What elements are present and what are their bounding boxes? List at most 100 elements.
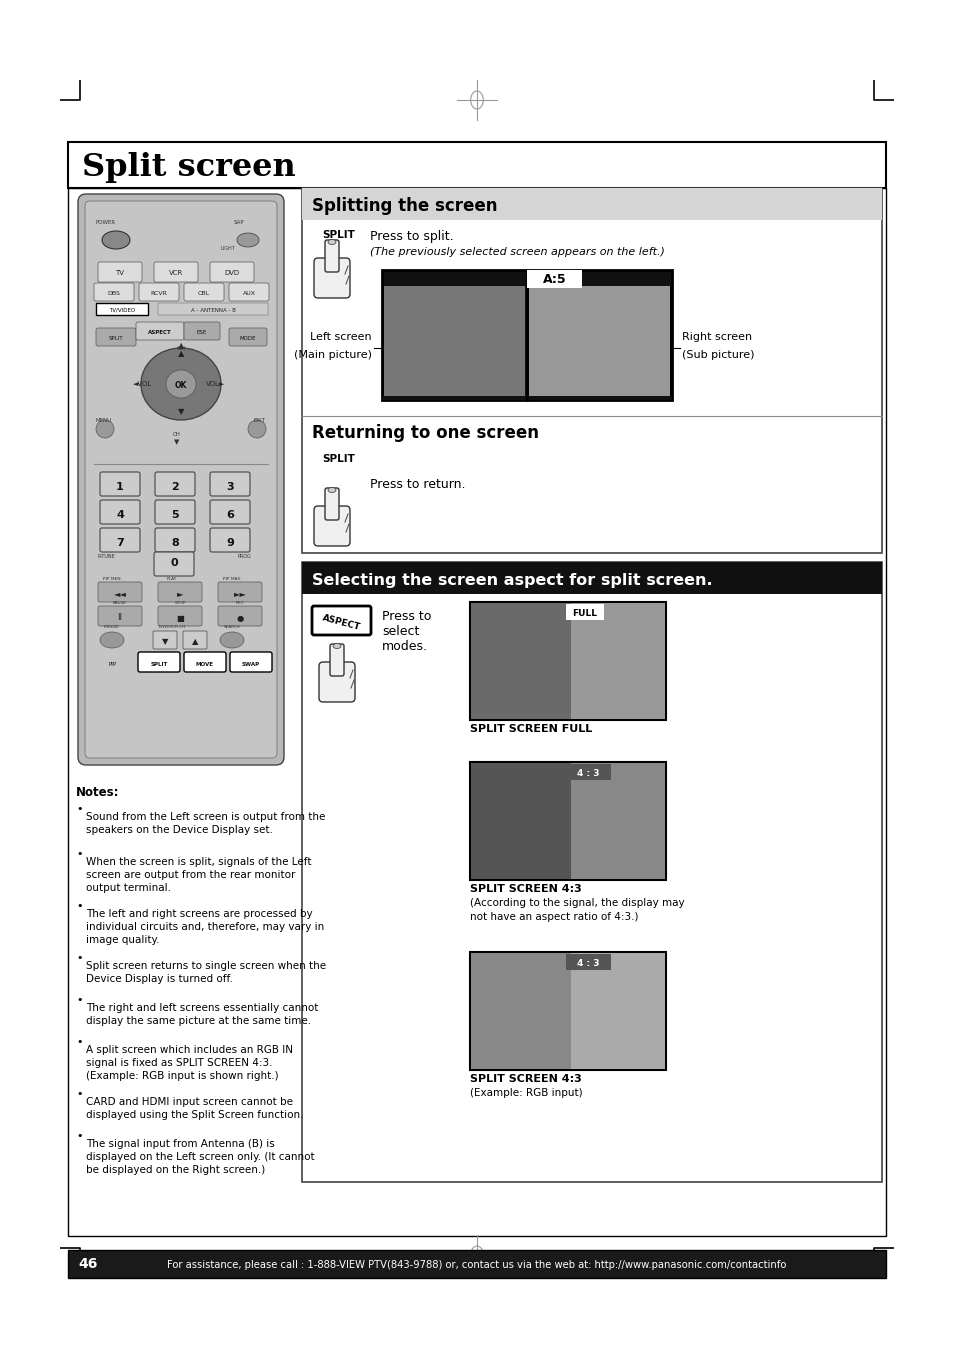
- Text: EXIT: EXIT: [253, 417, 266, 423]
- FancyBboxPatch shape: [78, 195, 284, 765]
- Text: ●: ●: [236, 613, 243, 623]
- Text: R-TUNE: R-TUNE: [98, 554, 115, 559]
- FancyBboxPatch shape: [91, 653, 133, 671]
- Text: 1: 1: [116, 482, 124, 492]
- Text: Press to split.: Press to split.: [370, 230, 453, 243]
- FancyBboxPatch shape: [210, 471, 250, 496]
- Text: 2: 2: [171, 482, 178, 492]
- FancyBboxPatch shape: [136, 322, 184, 340]
- Text: 0: 0: [170, 558, 177, 567]
- Text: The signal input from Antenna (B) is
displayed on the Left screen only. (It cann: The signal input from Antenna (B) is dis…: [86, 1139, 314, 1175]
- FancyBboxPatch shape: [98, 262, 142, 282]
- FancyBboxPatch shape: [94, 282, 133, 301]
- Text: ▼: ▼: [174, 439, 179, 444]
- Text: ◄VOL: ◄VOL: [133, 381, 152, 386]
- Text: •: •: [76, 1089, 82, 1098]
- Bar: [302, 562, 882, 594]
- Text: 4 : 3: 4 : 3: [577, 959, 598, 969]
- Text: TV/VIDEO: TV/VIDEO: [109, 308, 135, 313]
- Bar: [565, 954, 610, 970]
- Text: not have an aspect ratio of 4:3.): not have an aspect ratio of 4:3.): [470, 912, 638, 921]
- Text: 46: 46: [78, 1256, 97, 1271]
- Text: select: select: [381, 626, 419, 638]
- Ellipse shape: [328, 488, 335, 493]
- Bar: [302, 562, 882, 1182]
- Text: 7: 7: [116, 538, 124, 549]
- Text: •: •: [76, 994, 82, 1005]
- Ellipse shape: [96, 420, 113, 438]
- Text: PAUSE: PAUSE: [112, 601, 127, 605]
- Text: VCR: VCR: [169, 270, 183, 276]
- Bar: [470, 603, 665, 720]
- Bar: [471, 763, 571, 880]
- Text: FREEZE: FREEZE: [104, 626, 120, 630]
- FancyBboxPatch shape: [158, 607, 202, 626]
- Text: DBS: DBS: [108, 290, 120, 296]
- Text: 8: 8: [171, 538, 178, 549]
- Text: •: •: [76, 952, 82, 963]
- FancyBboxPatch shape: [153, 262, 198, 282]
- Text: ▲: ▲: [177, 340, 184, 350]
- Bar: [381, 396, 671, 400]
- Text: Sound from the Left screen is output from the
speakers on the Device Display set: Sound from the Left screen is output fro…: [86, 812, 325, 835]
- Text: CBL: CBL: [197, 290, 210, 296]
- Text: RCVR: RCVR: [151, 290, 168, 296]
- Bar: [571, 763, 664, 880]
- Text: •: •: [76, 901, 82, 911]
- Text: MOVE: MOVE: [195, 662, 213, 666]
- Ellipse shape: [166, 370, 195, 399]
- FancyBboxPatch shape: [314, 507, 350, 546]
- Text: LIGHT: LIGHT: [221, 246, 235, 251]
- Text: Notes:: Notes:: [76, 786, 119, 798]
- Text: ▼: ▼: [162, 638, 168, 647]
- Ellipse shape: [100, 632, 124, 648]
- Text: A:5: A:5: [542, 273, 566, 286]
- FancyBboxPatch shape: [100, 471, 140, 496]
- Text: •: •: [76, 804, 82, 815]
- Text: STOP: STOP: [174, 601, 186, 605]
- Text: ESE: ESE: [196, 330, 207, 335]
- FancyBboxPatch shape: [158, 582, 202, 603]
- Ellipse shape: [141, 349, 221, 420]
- Text: SPLIT: SPLIT: [151, 662, 168, 666]
- Text: DVD/VCR CH: DVD/VCR CH: [159, 626, 185, 630]
- Bar: [529, 286, 669, 399]
- Text: 5: 5: [171, 509, 178, 520]
- Text: SPLIT: SPLIT: [322, 230, 355, 240]
- Bar: [526, 270, 581, 288]
- Bar: [571, 952, 664, 1069]
- Text: ASPECT: ASPECT: [148, 330, 172, 335]
- FancyBboxPatch shape: [210, 528, 250, 553]
- Text: Right screen: Right screen: [681, 331, 751, 342]
- FancyBboxPatch shape: [154, 500, 194, 524]
- Text: VOL►: VOL►: [206, 381, 226, 386]
- Text: CARD and HDMI input screen cannot be
displayed using the Split Screen function.: CARD and HDMI input screen cannot be dis…: [86, 1097, 303, 1120]
- Text: ▲: ▲: [177, 349, 184, 358]
- FancyBboxPatch shape: [183, 631, 207, 648]
- FancyBboxPatch shape: [154, 471, 194, 496]
- Text: Selecting the screen aspect for split screen.: Selecting the screen aspect for split sc…: [312, 573, 712, 588]
- Text: •: •: [76, 1038, 82, 1047]
- FancyBboxPatch shape: [229, 328, 267, 346]
- FancyBboxPatch shape: [330, 644, 344, 676]
- Text: POWER: POWER: [96, 220, 116, 226]
- FancyBboxPatch shape: [325, 240, 338, 272]
- Text: ◄◄: ◄◄: [113, 589, 127, 598]
- Text: (Example: RGB input): (Example: RGB input): [470, 1088, 582, 1098]
- Text: 4 : 3: 4 : 3: [577, 770, 598, 778]
- Bar: [381, 286, 384, 399]
- FancyBboxPatch shape: [154, 528, 194, 553]
- Text: ■: ■: [176, 613, 184, 623]
- Text: A split screen which includes an RGB IN
signal is fixed as SPLIT SCREEN 4:3.
(Ex: A split screen which includes an RGB IN …: [86, 1046, 293, 1081]
- FancyBboxPatch shape: [184, 322, 220, 340]
- Text: DVD: DVD: [224, 270, 239, 276]
- Ellipse shape: [220, 632, 244, 648]
- Text: AUX: AUX: [242, 290, 255, 296]
- Text: SPLIT SCREEN FULL: SPLIT SCREEN FULL: [470, 724, 592, 734]
- Ellipse shape: [102, 231, 130, 249]
- Ellipse shape: [236, 232, 258, 247]
- Text: PIP MEN: PIP MEN: [103, 577, 121, 581]
- Text: CH: CH: [176, 346, 186, 351]
- Text: FULL: FULL: [572, 609, 597, 619]
- Text: The left and right screens are processed by
individual circuits and, therefore, : The left and right screens are processed…: [86, 909, 324, 946]
